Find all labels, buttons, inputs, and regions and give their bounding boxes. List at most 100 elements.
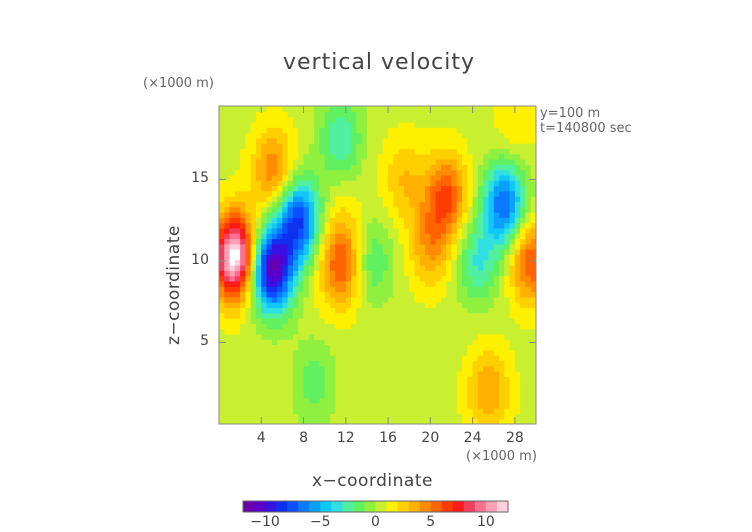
field-cell (340, 201, 347, 208)
field-cell (530, 376, 536, 383)
field-cell (303, 111, 310, 118)
field-cell (298, 376, 305, 383)
field-cell (366, 275, 373, 282)
field-cell (414, 153, 421, 160)
field-cell (504, 106, 511, 112)
field-cell (414, 148, 421, 155)
field-cell (261, 116, 268, 123)
field-cell (361, 296, 368, 303)
field-cell (467, 206, 474, 213)
field-cell (472, 344, 479, 351)
field-cell (446, 153, 453, 160)
field-cell (488, 408, 495, 414)
field-cell (240, 333, 247, 340)
field-cell (430, 349, 437, 356)
field-cell (308, 169, 315, 176)
field-cell (366, 333, 373, 340)
field-cell (266, 169, 273, 176)
field-cell (229, 143, 236, 149)
field-cell (451, 169, 458, 176)
field-cell (255, 307, 262, 314)
field-cell (287, 386, 294, 393)
field-cell (335, 190, 342, 197)
field-cell (356, 190, 363, 197)
field-cell (292, 196, 299, 202)
field-cell (271, 153, 278, 160)
field-cell (319, 413, 326, 420)
field-cell (520, 333, 527, 340)
field-cell (314, 254, 320, 261)
field-cell (520, 392, 527, 399)
field-cell (419, 212, 426, 218)
field-cell (514, 344, 521, 351)
field-cell (493, 307, 500, 314)
field-cell (446, 212, 453, 218)
field-cell (409, 265, 416, 271)
field-cell (446, 323, 453, 330)
field-cell (234, 344, 241, 351)
field-cell (366, 286, 373, 293)
field-cell (287, 249, 294, 255)
field-cell (414, 212, 421, 218)
field-cell (477, 365, 484, 372)
field-cell (219, 328, 225, 335)
field-cell (314, 286, 320, 293)
field-cell (356, 259, 363, 266)
field-cell (419, 275, 426, 282)
field-cell (245, 127, 252, 134)
field-cell (414, 355, 421, 361)
field-cell (509, 296, 516, 303)
colorbar-swatch (353, 501, 365, 512)
field-cell (340, 397, 347, 404)
field-cell (287, 111, 294, 118)
field-cell (356, 312, 363, 319)
field-cell (351, 132, 357, 139)
field-cell (509, 254, 516, 261)
field-cell (520, 217, 527, 224)
field-cell (509, 265, 516, 271)
field-cell (219, 344, 225, 351)
field-cell (440, 270, 447, 277)
field-cell (435, 360, 442, 367)
field-cell (472, 339, 479, 346)
field-cell (398, 408, 405, 414)
field-cell (446, 233, 453, 240)
field-cell (219, 270, 225, 277)
field-cell (314, 169, 320, 176)
field-cell (483, 349, 490, 356)
field-cell (414, 143, 421, 149)
field-cell (287, 106, 294, 112)
field-cell (277, 397, 283, 404)
field-cell (509, 185, 516, 192)
field-cell (361, 386, 368, 393)
field-cell (351, 106, 357, 112)
field-cell (467, 333, 474, 340)
field-cell (483, 307, 490, 314)
field-cell (499, 365, 505, 372)
field-cell (245, 265, 252, 271)
field-cell (229, 318, 236, 324)
field-cell (525, 196, 532, 202)
colorbar-swatch (496, 501, 509, 512)
field-cell (409, 143, 416, 149)
field-cell (255, 344, 262, 351)
field-cell (324, 339, 331, 346)
field-cell (393, 376, 400, 383)
field-cell (335, 148, 342, 155)
field-cell (456, 217, 463, 224)
field-cell (446, 328, 453, 335)
field-cell (483, 413, 490, 420)
field-cell (271, 196, 278, 202)
field-cell (446, 286, 453, 293)
field-cell (509, 323, 516, 330)
field-cell (277, 127, 283, 134)
field-cell (425, 169, 431, 176)
field-cell (261, 344, 268, 351)
field-cell (351, 180, 357, 187)
field-cell (271, 249, 278, 255)
field-cell (483, 333, 490, 340)
field-cell (335, 312, 342, 319)
field-cell (319, 111, 326, 118)
field-cell (382, 323, 389, 330)
field-cell (271, 233, 278, 240)
